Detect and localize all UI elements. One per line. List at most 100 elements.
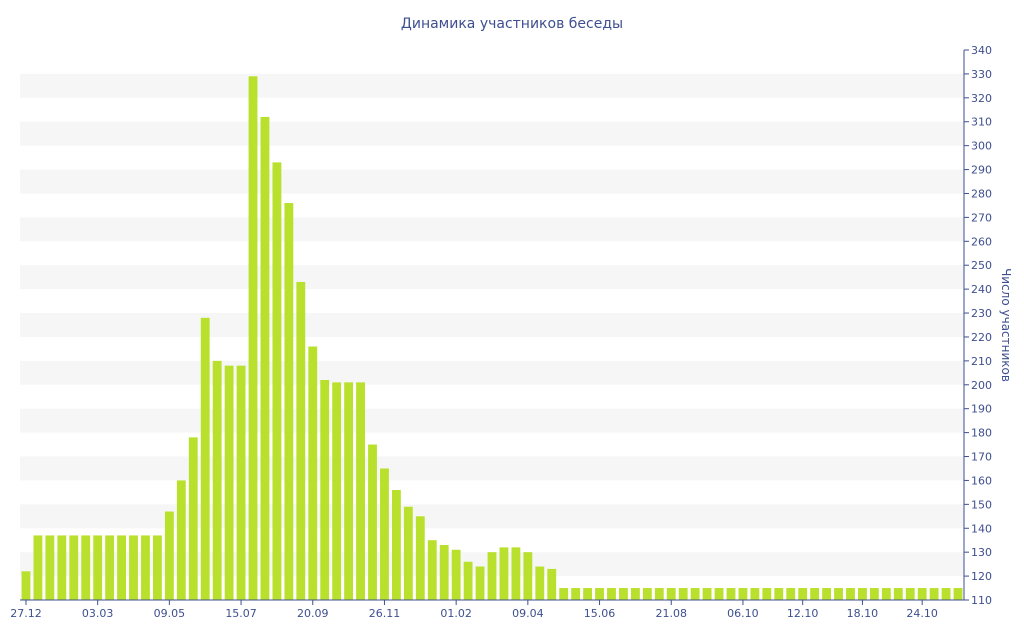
bar	[523, 552, 533, 600]
bar	[415, 516, 425, 600]
bar	[129, 535, 138, 600]
grid-band	[20, 360, 964, 385]
chart-title: Динамика участников беседы	[401, 16, 623, 32]
x-tick-label: 09.05	[154, 607, 186, 620]
y-tick-label: 290	[971, 164, 992, 177]
bar	[941, 588, 951, 600]
bar	[858, 588, 867, 600]
bar	[750, 588, 760, 600]
bar	[690, 588, 700, 600]
y-tick-label: 280	[971, 187, 992, 200]
bar	[786, 588, 796, 600]
bar	[702, 588, 712, 600]
grid-band	[20, 456, 964, 481]
bar	[439, 545, 449, 600]
bar	[726, 588, 736, 600]
bar	[248, 76, 258, 601]
bar	[881, 588, 891, 600]
grid-band	[20, 217, 964, 242]
bar	[236, 365, 246, 600]
bar	[917, 588, 927, 600]
y-tick-label: 130	[971, 546, 992, 559]
x-tick-label: 03.03	[82, 607, 114, 620]
bar	[427, 540, 437, 600]
bar	[642, 588, 652, 600]
bar	[200, 317, 210, 600]
y-tick-label: 200	[971, 379, 992, 392]
y-tick-label: 110	[971, 594, 992, 607]
bar	[834, 588, 843, 600]
x-tick-label: 09.04	[512, 607, 544, 620]
bar	[260, 116, 270, 601]
bar	[380, 468, 389, 600]
x-axis-ticks: 27.12 03.03 09.05 15.07 20.09 26.11 01.02 09.04…	[10, 600, 938, 620]
bar	[607, 588, 616, 600]
x-tick-label: 12.10	[787, 607, 819, 620]
bar	[678, 588, 688, 600]
bar	[69, 535, 79, 600]
bar	[463, 561, 473, 600]
bar	[57, 535, 67, 600]
bar	[893, 588, 903, 600]
grid-band	[20, 504, 964, 529]
grid-band	[20, 169, 964, 194]
y-tick-label: 190	[971, 403, 992, 416]
x-tick-label: 01.02	[440, 607, 472, 620]
bar	[188, 437, 198, 600]
y-tick-label: 220	[971, 331, 992, 344]
bar	[284, 203, 294, 601]
bar	[953, 588, 963, 600]
bar	[272, 162, 282, 601]
bar	[296, 281, 306, 600]
bar	[846, 588, 855, 600]
bar	[141, 535, 150, 600]
bar	[869, 588, 879, 600]
bar	[929, 588, 939, 600]
bar	[595, 588, 604, 600]
bar	[368, 444, 377, 600]
bar	[344, 382, 354, 600]
grid-band	[20, 121, 964, 146]
bar	[547, 568, 557, 600]
x-tick-label: 15.06	[584, 607, 616, 620]
bar	[535, 566, 545, 600]
y-tick-label: 230	[971, 307, 992, 320]
bar	[714, 588, 724, 600]
x-tick-label: 26.11	[369, 607, 401, 620]
x-tick-label: 15.07	[225, 607, 257, 620]
bar	[654, 588, 664, 600]
x-tick-label: 20.09	[297, 607, 329, 620]
y-tick-label: 120	[971, 570, 992, 583]
bar	[774, 588, 784, 600]
y-tick-label: 210	[971, 355, 992, 368]
bar	[332, 382, 342, 600]
bar	[164, 511, 174, 600]
y-tick-label: 180	[971, 427, 992, 440]
x-tick-label: 24.10	[906, 607, 938, 620]
y-axis-title: Число участников	[999, 268, 1013, 382]
y-tick-label: 150	[971, 498, 992, 511]
bar	[822, 588, 832, 600]
bar	[176, 480, 186, 600]
bar	[320, 380, 330, 600]
y-tick-label: 270	[971, 211, 992, 224]
y-tick-label: 320	[971, 92, 992, 105]
grid-band	[20, 408, 964, 433]
x-tick-label: 27.12	[10, 607, 42, 620]
bar	[224, 365, 234, 600]
grid-bands	[20, 73, 964, 577]
bar	[21, 571, 31, 600]
bar	[117, 535, 126, 600]
bar	[93, 535, 103, 600]
bar	[403, 506, 413, 600]
x-tick-label: 21.08	[655, 607, 687, 620]
y-axis-ticks: 110 120 130 140 150 160 170 180 190 200 210 220 230 2…	[964, 44, 992, 607]
y-tick-label: 330	[971, 68, 992, 81]
bar	[45, 535, 55, 600]
bar	[105, 535, 115, 600]
y-tick-label: 160	[971, 474, 992, 487]
bar	[152, 535, 162, 600]
bar	[559, 588, 569, 600]
bar	[905, 588, 915, 600]
